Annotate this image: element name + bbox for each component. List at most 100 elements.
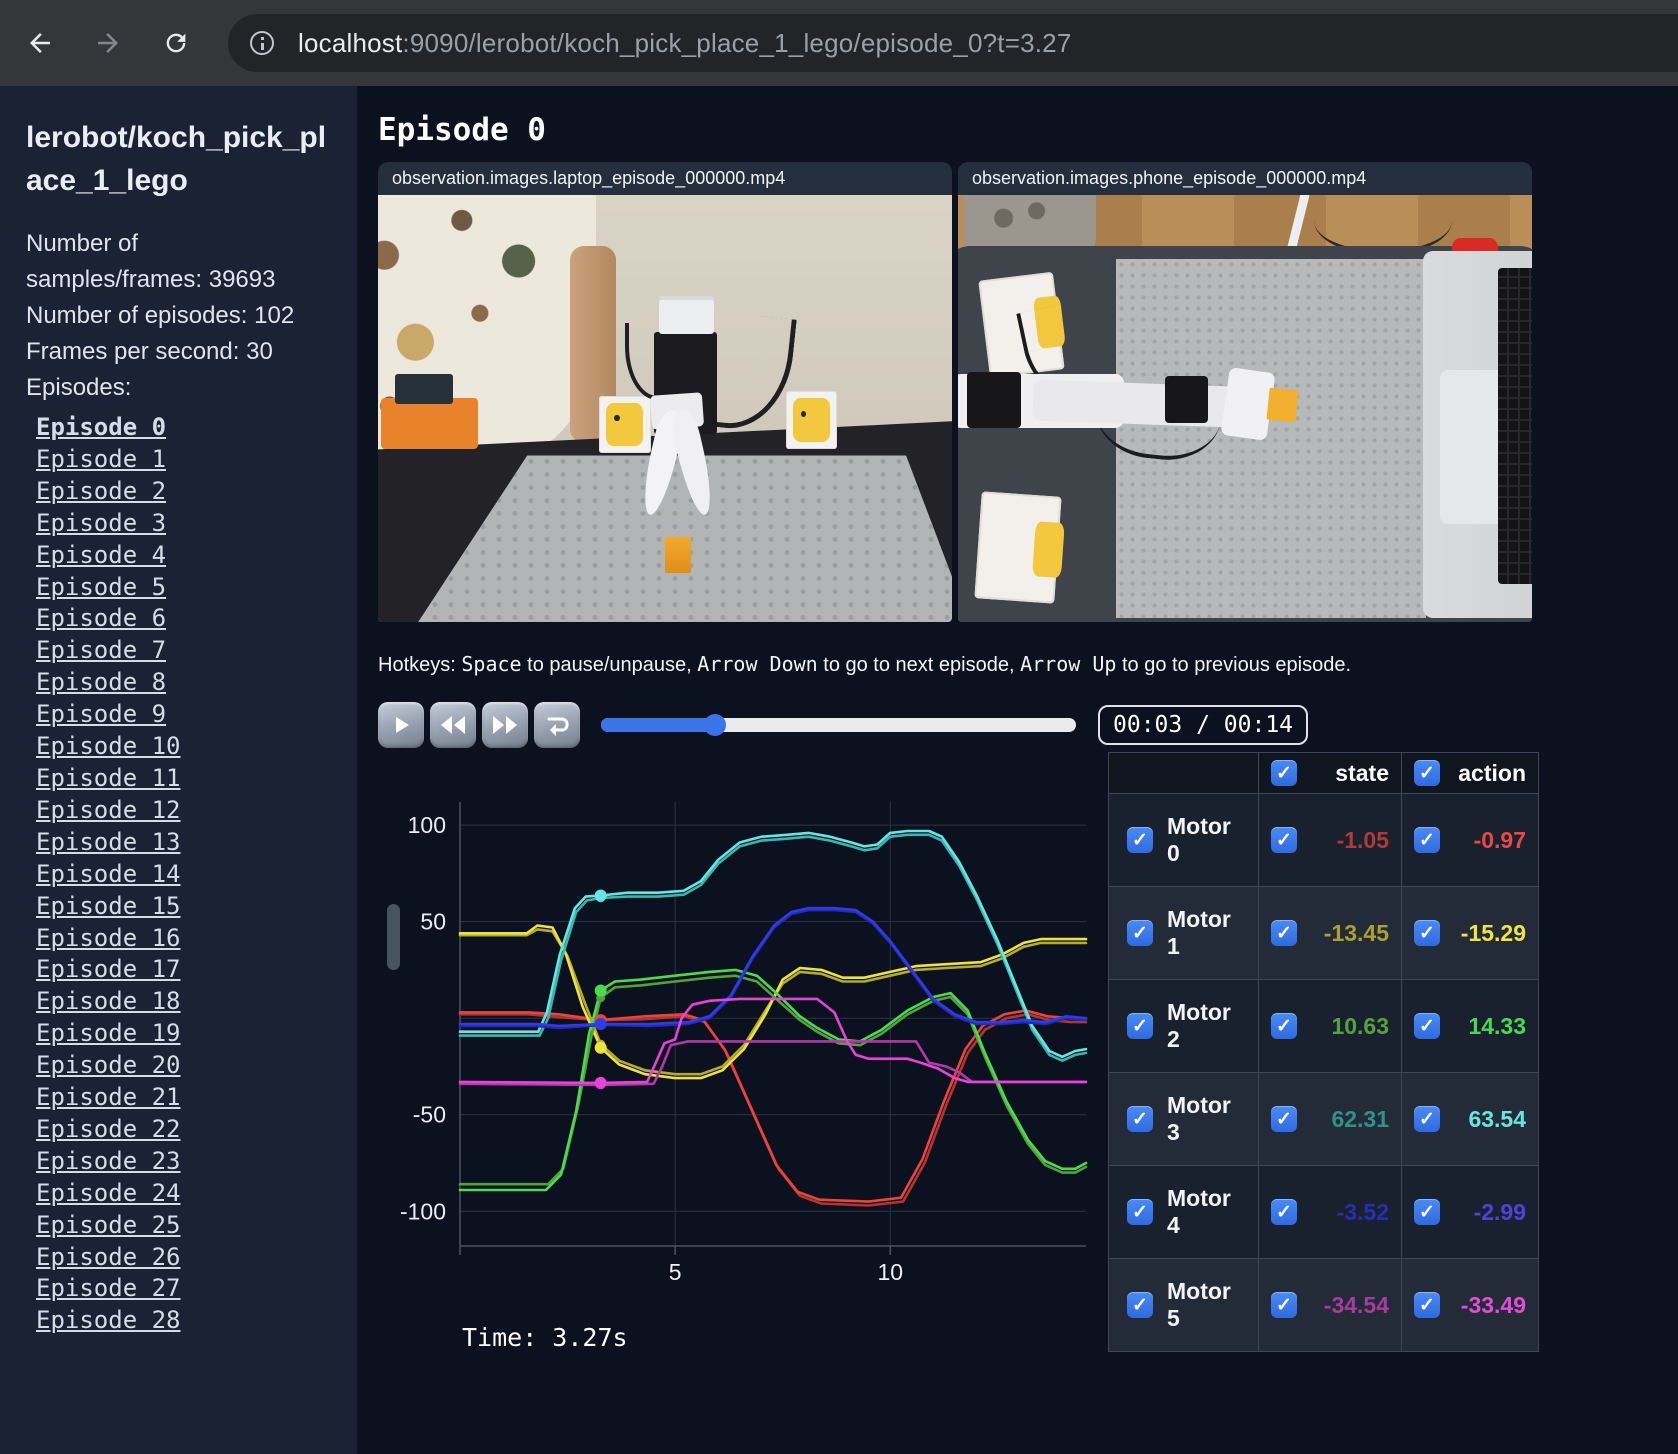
action-value: 14.33 (1468, 1012, 1526, 1039)
forward-icon[interactable] (80, 15, 136, 71)
episode-link[interactable]: Episode 26 (36, 1242, 181, 1271)
episode-link[interactable]: Episode 23 (36, 1146, 181, 1175)
stat-line: Number of episodes: 102 (26, 302, 295, 329)
episode-link[interactable]: Episode 21 (36, 1083, 181, 1112)
episode-link[interactable]: Episode 18 (36, 987, 181, 1016)
checkbox[interactable]: ✓ (1127, 1013, 1153, 1039)
episode-link[interactable]: Episode 27 (36, 1274, 181, 1303)
hotkey-text: Hotkeys: (378, 654, 462, 676)
action-value: 63.54 (1468, 1105, 1526, 1132)
page-title: Episode 0 (378, 112, 546, 148)
checkbox[interactable]: ✓ (1414, 1013, 1440, 1039)
video-panel-phone: observation.images.phone_episode_000000.… (958, 162, 1532, 622)
current-time-marker (594, 1076, 607, 1089)
checkbox[interactable]: ✓ (1414, 1292, 1440, 1318)
checkbox[interactable]: ✓ (1414, 827, 1440, 853)
back-icon[interactable] (12, 15, 68, 71)
yellow-lego-brick (1266, 387, 1299, 423)
episode-link[interactable]: Episode 24 (36, 1178, 181, 1207)
robot-joint (966, 372, 1022, 428)
motor-label: Motor 1 (1167, 906, 1231, 959)
state-value: 10.63 (1331, 1012, 1389, 1039)
episode-link[interactable]: Episode 1 (36, 444, 167, 473)
episode-link[interactable]: Episode 5 (36, 572, 167, 601)
action-header: action (1458, 759, 1526, 786)
checkbox[interactable]: ✓ (1127, 1106, 1153, 1132)
checkbox[interactable]: ✓ (1127, 1199, 1153, 1225)
checkbox[interactable]: ✓ (1271, 1199, 1297, 1225)
checkbox[interactable]: ✓ (1271, 920, 1297, 946)
checkbox[interactable]: ✓ (1271, 760, 1297, 786)
episode-link[interactable]: Episode 25 (36, 1210, 181, 1239)
episode-link[interactable]: Episode 16 (36, 923, 181, 952)
seek-slider-thumb[interactable] (704, 714, 726, 736)
hotkey-text: to pause/unpause, (521, 654, 698, 676)
episode-link[interactable]: Episode 20 (36, 1051, 181, 1080)
motor-label: Motor 0 (1167, 813, 1231, 866)
emoji-box-bottom (974, 491, 1066, 604)
checkbox[interactable]: ✓ (1271, 1013, 1297, 1039)
video-title-laptop: observation.images.laptop_episode_000000… (378, 162, 952, 195)
video-player-laptop[interactable] (378, 195, 952, 622)
video-panel-laptop: observation.images.laptop_episode_000000… (378, 162, 952, 622)
url-text[interactable]: localhost:9090/lerobot/koch_pick_place_1… (298, 28, 1072, 59)
checkbox[interactable]: ✓ (1127, 920, 1153, 946)
url-host: localhost (298, 27, 403, 58)
episode-link[interactable]: Episode 15 (36, 891, 181, 920)
episode-link[interactable]: Episode 9 (36, 700, 167, 729)
episode-link[interactable]: Episode 10 (36, 732, 181, 761)
hotkey-text: to go to next episode, (817, 654, 1021, 676)
player-controls: 00:03 / 00:14 (378, 702, 1678, 748)
chart-line (458, 906, 1088, 1028)
checkbox[interactable]: ✓ (1127, 1292, 1153, 1318)
motor-label: Motor 5 (1167, 1278, 1231, 1331)
episode-link[interactable]: Episode 7 (36, 636, 167, 665)
video-player-phone[interactable] (958, 195, 1532, 622)
motor-label: Motor 3 (1167, 1092, 1231, 1145)
person (378, 195, 597, 465)
episode-link[interactable]: Episode 19 (36, 1019, 181, 1048)
episode-link[interactable]: Episode 4 (36, 540, 167, 569)
episode-link[interactable]: Episode 8 (36, 668, 167, 697)
checkbox[interactable]: ✓ (1414, 1106, 1440, 1132)
rewind-button[interactable] (430, 702, 476, 748)
seek-slider[interactable] (601, 714, 1076, 736)
loop-button[interactable] (534, 702, 580, 748)
episode-link[interactable]: Episode 17 (36, 955, 181, 984)
fast-forward-button[interactable] (482, 702, 528, 748)
motors-chart[interactable]: 100 50 -50 -100 5 10 (378, 776, 1090, 1285)
scrollbar-thumb[interactable] (387, 904, 400, 970)
episode-link[interactable]: Episode 11 (36, 763, 181, 792)
svg-text:10: 10 (877, 1259, 903, 1284)
svg-text:-100: -100 (400, 1198, 446, 1224)
episode-link[interactable]: Episode 6 (36, 604, 167, 633)
dataset-title: lerobot/koch_pick_place_1_lego (26, 121, 327, 197)
episode-link[interactable]: Episode 13 (36, 827, 181, 856)
episode-link[interactable]: Episode 3 (36, 508, 167, 537)
checkbox[interactable]: ✓ (1271, 1292, 1297, 1318)
episode-link[interactable]: Episode 22 (36, 1114, 181, 1143)
episode-link[interactable]: Episode 12 (36, 795, 181, 824)
motor-row: ✓ Motor 4 ✓ -3.52 ✓ -2.99 (1108, 1165, 1539, 1259)
episode-link[interactable]: Episode 0 (36, 413, 167, 441)
episode-link[interactable]: Episode 28 (36, 1306, 181, 1335)
device-top-left (963, 195, 1096, 251)
address-bar[interactable]: localhost:9090/lerobot/koch_pick_place_1… (228, 14, 1678, 72)
checkbox[interactable]: ✓ (1414, 760, 1440, 786)
reload-icon[interactable] (148, 15, 204, 71)
checkbox[interactable]: ✓ (1414, 920, 1440, 946)
empty-header (1108, 752, 1259, 794)
browser-toolbar: localhost:9090/lerobot/koch_pick_place_1… (0, 0, 1678, 86)
site-info-icon[interactable] (240, 21, 284, 65)
state-value: -13.45 (1323, 919, 1389, 946)
play-button[interactable] (378, 702, 424, 748)
episode-link[interactable]: Episode 2 (36, 476, 167, 505)
checkbox[interactable]: ✓ (1271, 1106, 1297, 1132)
checkbox[interactable]: ✓ (1271, 827, 1297, 853)
episode-link[interactable]: Episode 14 (36, 859, 181, 888)
hotkey-key: Arrow Down (697, 652, 818, 676)
checkbox[interactable]: ✓ (1414, 1199, 1440, 1225)
motor-table-body: ✓ Motor 0 ✓ -1.05 ✓ -0.97 ✓ Motor 1 ✓ -13.45 ✓ -15.… (1108, 793, 1539, 1352)
stat-line: Episodes: (26, 374, 132, 401)
checkbox[interactable]: ✓ (1127, 827, 1153, 853)
